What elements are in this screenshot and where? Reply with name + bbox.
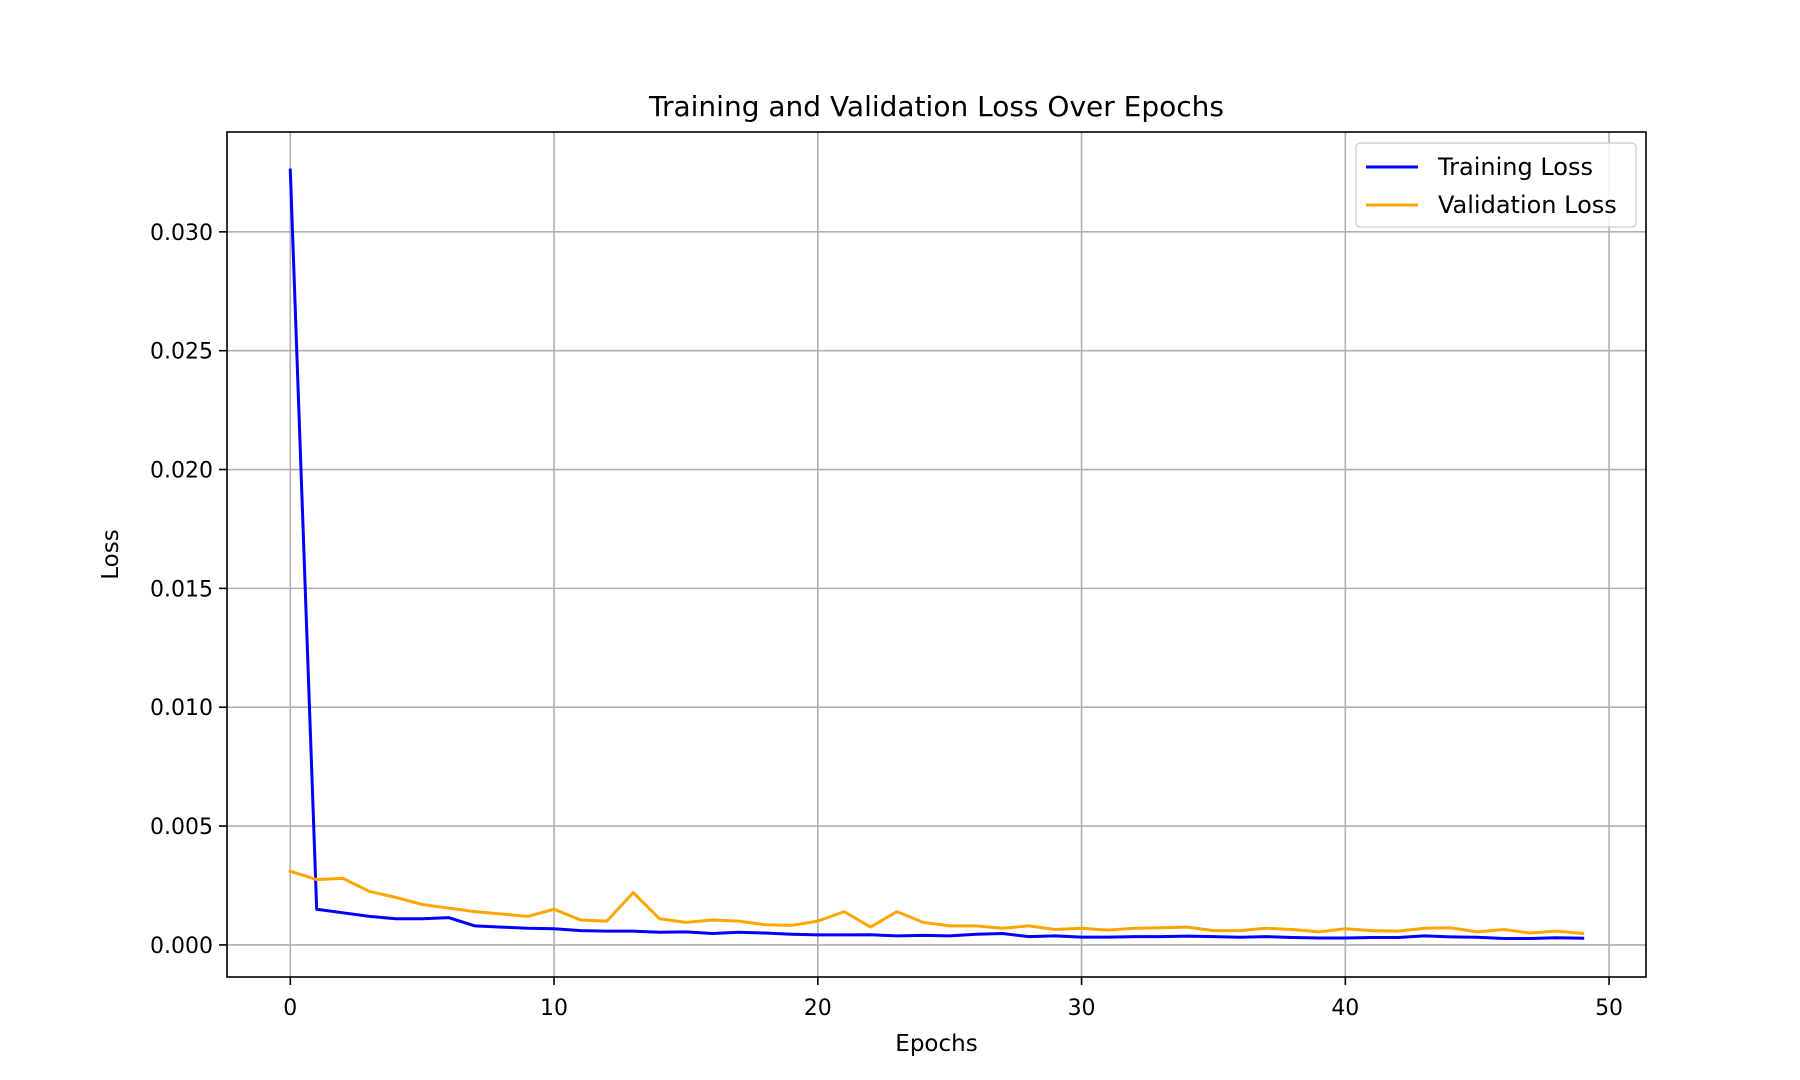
- legend-label-training: Training Loss: [1437, 153, 1593, 181]
- series-lines: [288, 168, 1585, 940]
- y-tick-label: 0.020: [150, 459, 213, 484]
- grid-lines: [227, 132, 1646, 977]
- training-loss-line: [288, 168, 1585, 940]
- legend-label-validation: Validation Loss: [1438, 191, 1617, 219]
- x-tick-label: 40: [1331, 996, 1359, 1021]
- y-tick-label: 0.025: [150, 340, 213, 365]
- x-tick-label: 0: [283, 996, 297, 1021]
- x-tick-label: 20: [804, 996, 832, 1021]
- x-tick-label: 50: [1595, 996, 1623, 1021]
- y-tick-label: 0.005: [150, 815, 213, 840]
- axis-ticks: 0 10 20 30 40 50 0.000 0.005 0.010 0.015 0.020 0.02…: [150, 221, 1623, 1021]
- legend: Training Loss Validation Loss: [1355, 142, 1637, 228]
- validation-loss-line: [288, 869, 1585, 936]
- y-tick-label: 0.030: [150, 221, 213, 246]
- y-tick-label: 0.015: [150, 577, 213, 602]
- y-axis-title: Loss: [98, 529, 124, 579]
- x-tick-label: 30: [1068, 996, 1096, 1021]
- plot-frame: [226, 131, 1647, 978]
- legend-box: [1355, 142, 1637, 228]
- chart-title: Training and Validation Loss Over Epochs: [648, 90, 1224, 123]
- y-tick-label: 0.010: [150, 696, 213, 721]
- x-axis-title: Epochs: [895, 1031, 977, 1057]
- x-tick-label: 10: [540, 996, 568, 1021]
- y-tick-label: 0.000: [150, 934, 213, 959]
